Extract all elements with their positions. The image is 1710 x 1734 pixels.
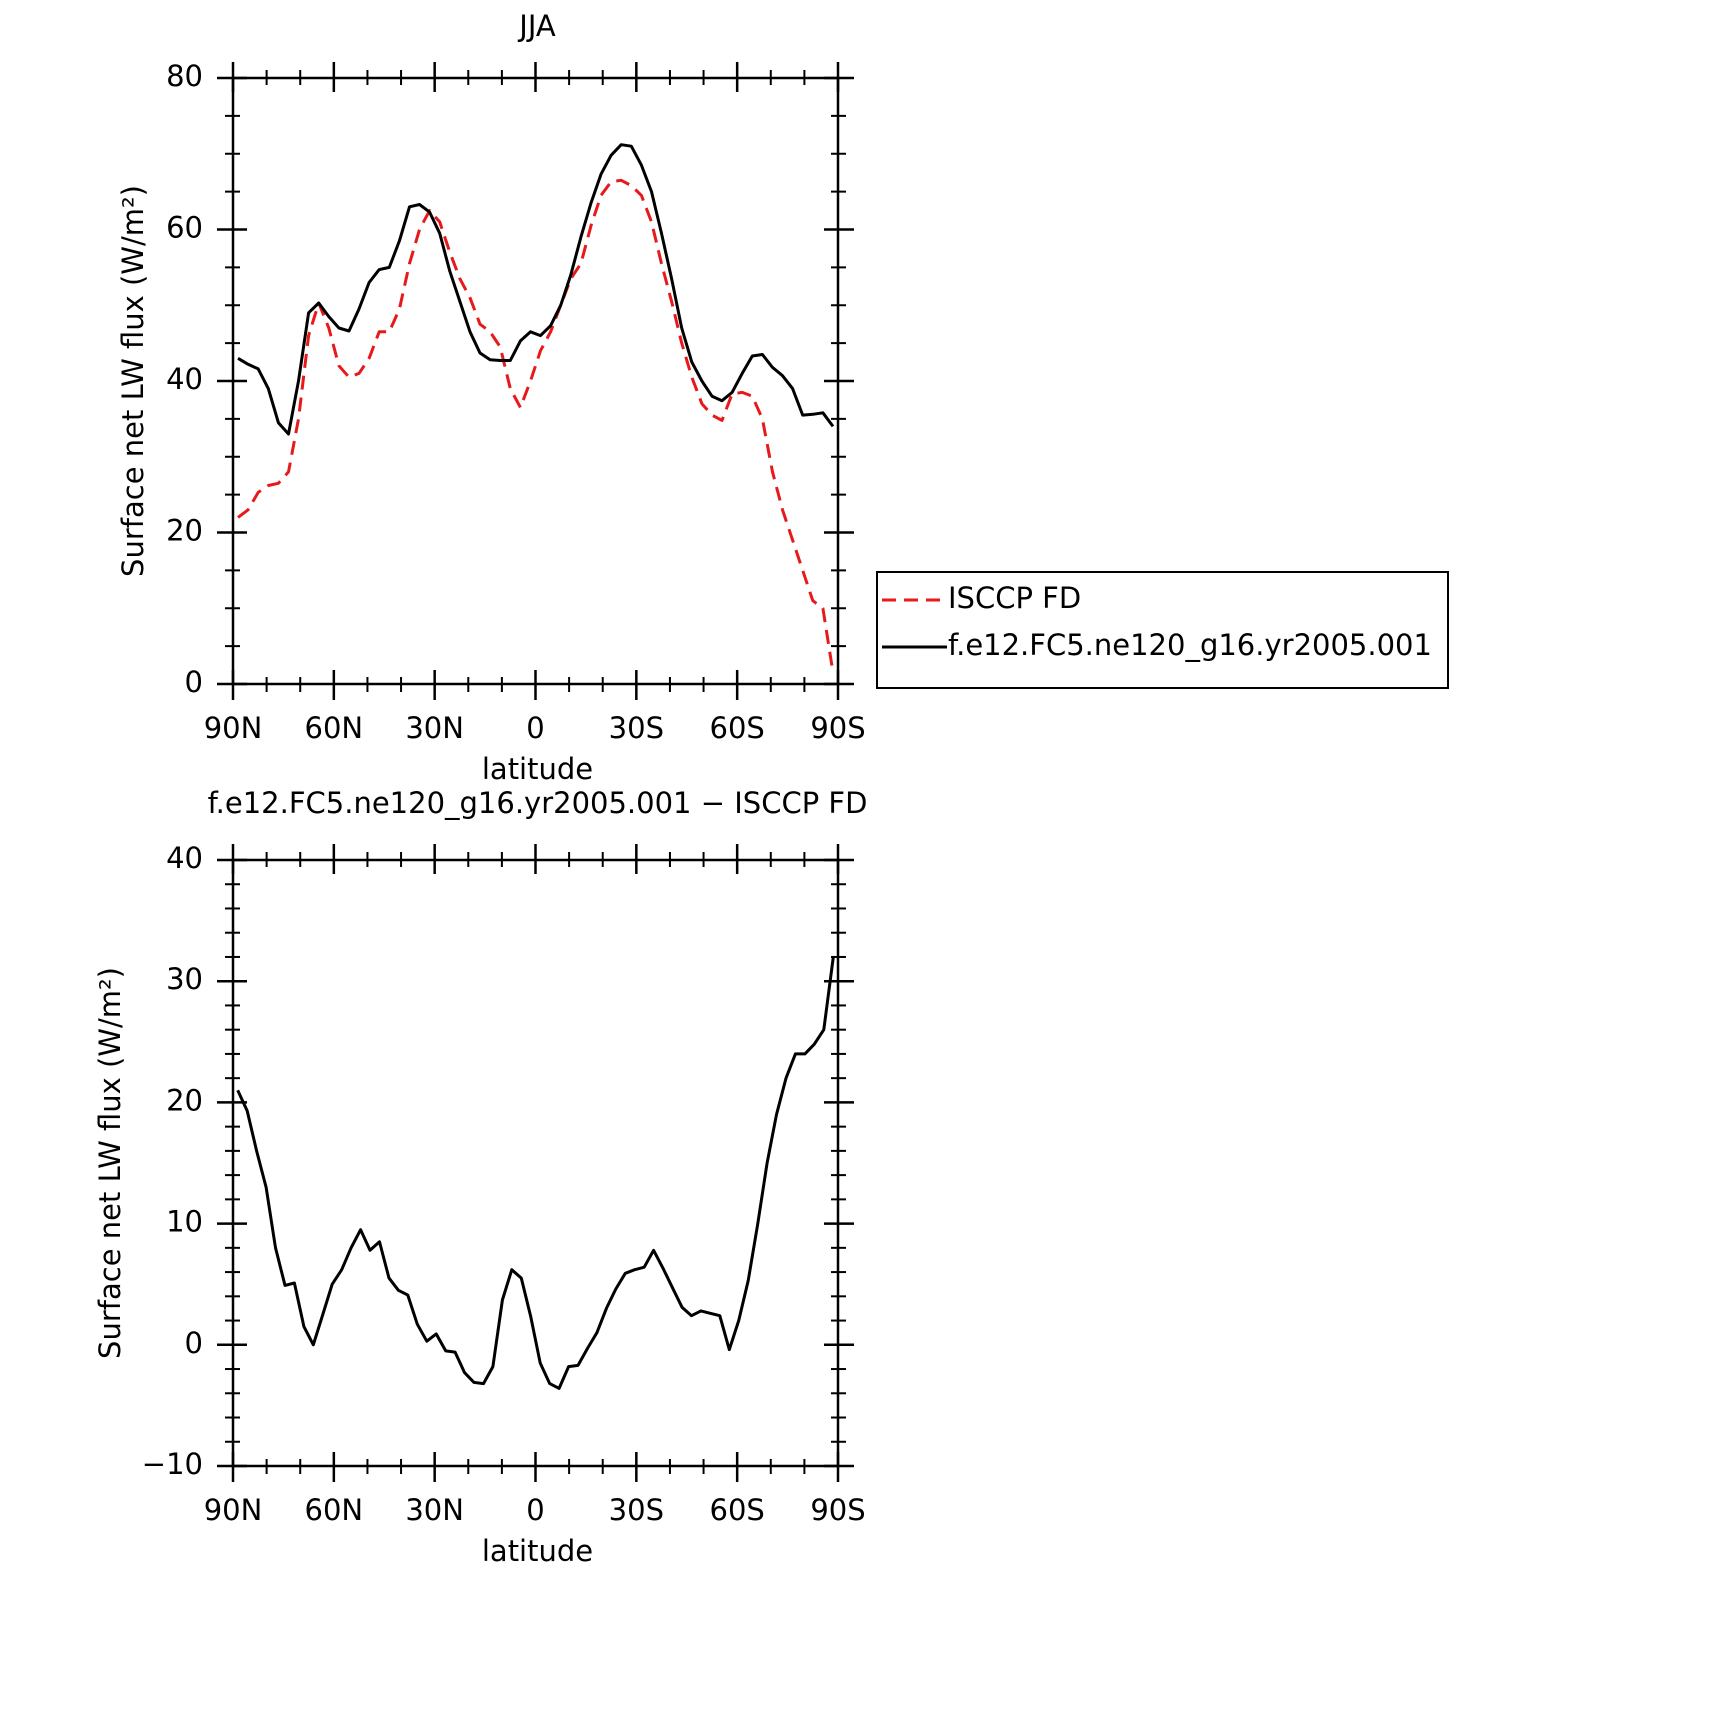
x-axis-label: latitude xyxy=(482,752,593,786)
data-line xyxy=(237,143,835,436)
chart-title: f.e12.FC5.ne120_g16.yr2005.001 − ISCCP F… xyxy=(208,786,868,820)
y-tick-label: 60 xyxy=(166,211,203,245)
x-tick-label: 90N xyxy=(204,711,263,745)
y-tick-label: 0 xyxy=(185,1326,203,1360)
x-tick-label: 60S xyxy=(710,711,765,745)
x-tick-label: 30N xyxy=(405,711,464,745)
legend-label: ISCCP FD xyxy=(948,581,1081,615)
legend-frame xyxy=(876,571,1449,689)
plot-frame xyxy=(231,858,840,1468)
chart-title: JJA xyxy=(517,9,556,43)
x-tick-label: 0 xyxy=(526,711,544,745)
y-axis-label: Surface net LW flux (W/m²) xyxy=(116,185,150,577)
x-tick-label: 60N xyxy=(305,711,364,745)
legend-label: f.e12.FC5.ne120_g16.yr2005.001 xyxy=(948,628,1432,662)
x-tick-label: 30S xyxy=(609,711,664,745)
y-tick-label: 80 xyxy=(166,59,203,93)
x-tick-label: 30N xyxy=(405,1493,464,1527)
y-tick-label: 20 xyxy=(166,1083,203,1117)
x-tick-label: 60S xyxy=(710,1493,765,1527)
y-tick-label: 0 xyxy=(185,665,203,699)
x-tick-label: 30S xyxy=(609,1493,664,1527)
x-tick-label: 60N xyxy=(305,1493,364,1527)
y-tick-label: 40 xyxy=(166,362,203,396)
legend: ISCCP FD f.e12.FC5.ne120_g16.yr2005.001 xyxy=(876,571,1449,689)
x-axis-label: latitude xyxy=(482,1534,593,1568)
y-tick-label: 40 xyxy=(166,841,203,875)
y-tick-label: −10 xyxy=(142,1447,203,1481)
x-tick-label: 90S xyxy=(810,711,865,745)
plot-frame xyxy=(231,76,840,686)
y-tick-label: 30 xyxy=(166,962,203,996)
y-tick-label: 20 xyxy=(166,514,203,548)
x-tick-label: 90N xyxy=(204,1493,263,1527)
x-tick-label: 0 xyxy=(526,1493,544,1527)
x-tick-label: 90S xyxy=(810,1493,865,1527)
y-tick-label: 10 xyxy=(166,1205,203,1239)
data-line xyxy=(236,956,835,1390)
data-line xyxy=(237,178,835,673)
y-axis-label: Surface net LW flux (W/m²) xyxy=(93,967,127,1359)
